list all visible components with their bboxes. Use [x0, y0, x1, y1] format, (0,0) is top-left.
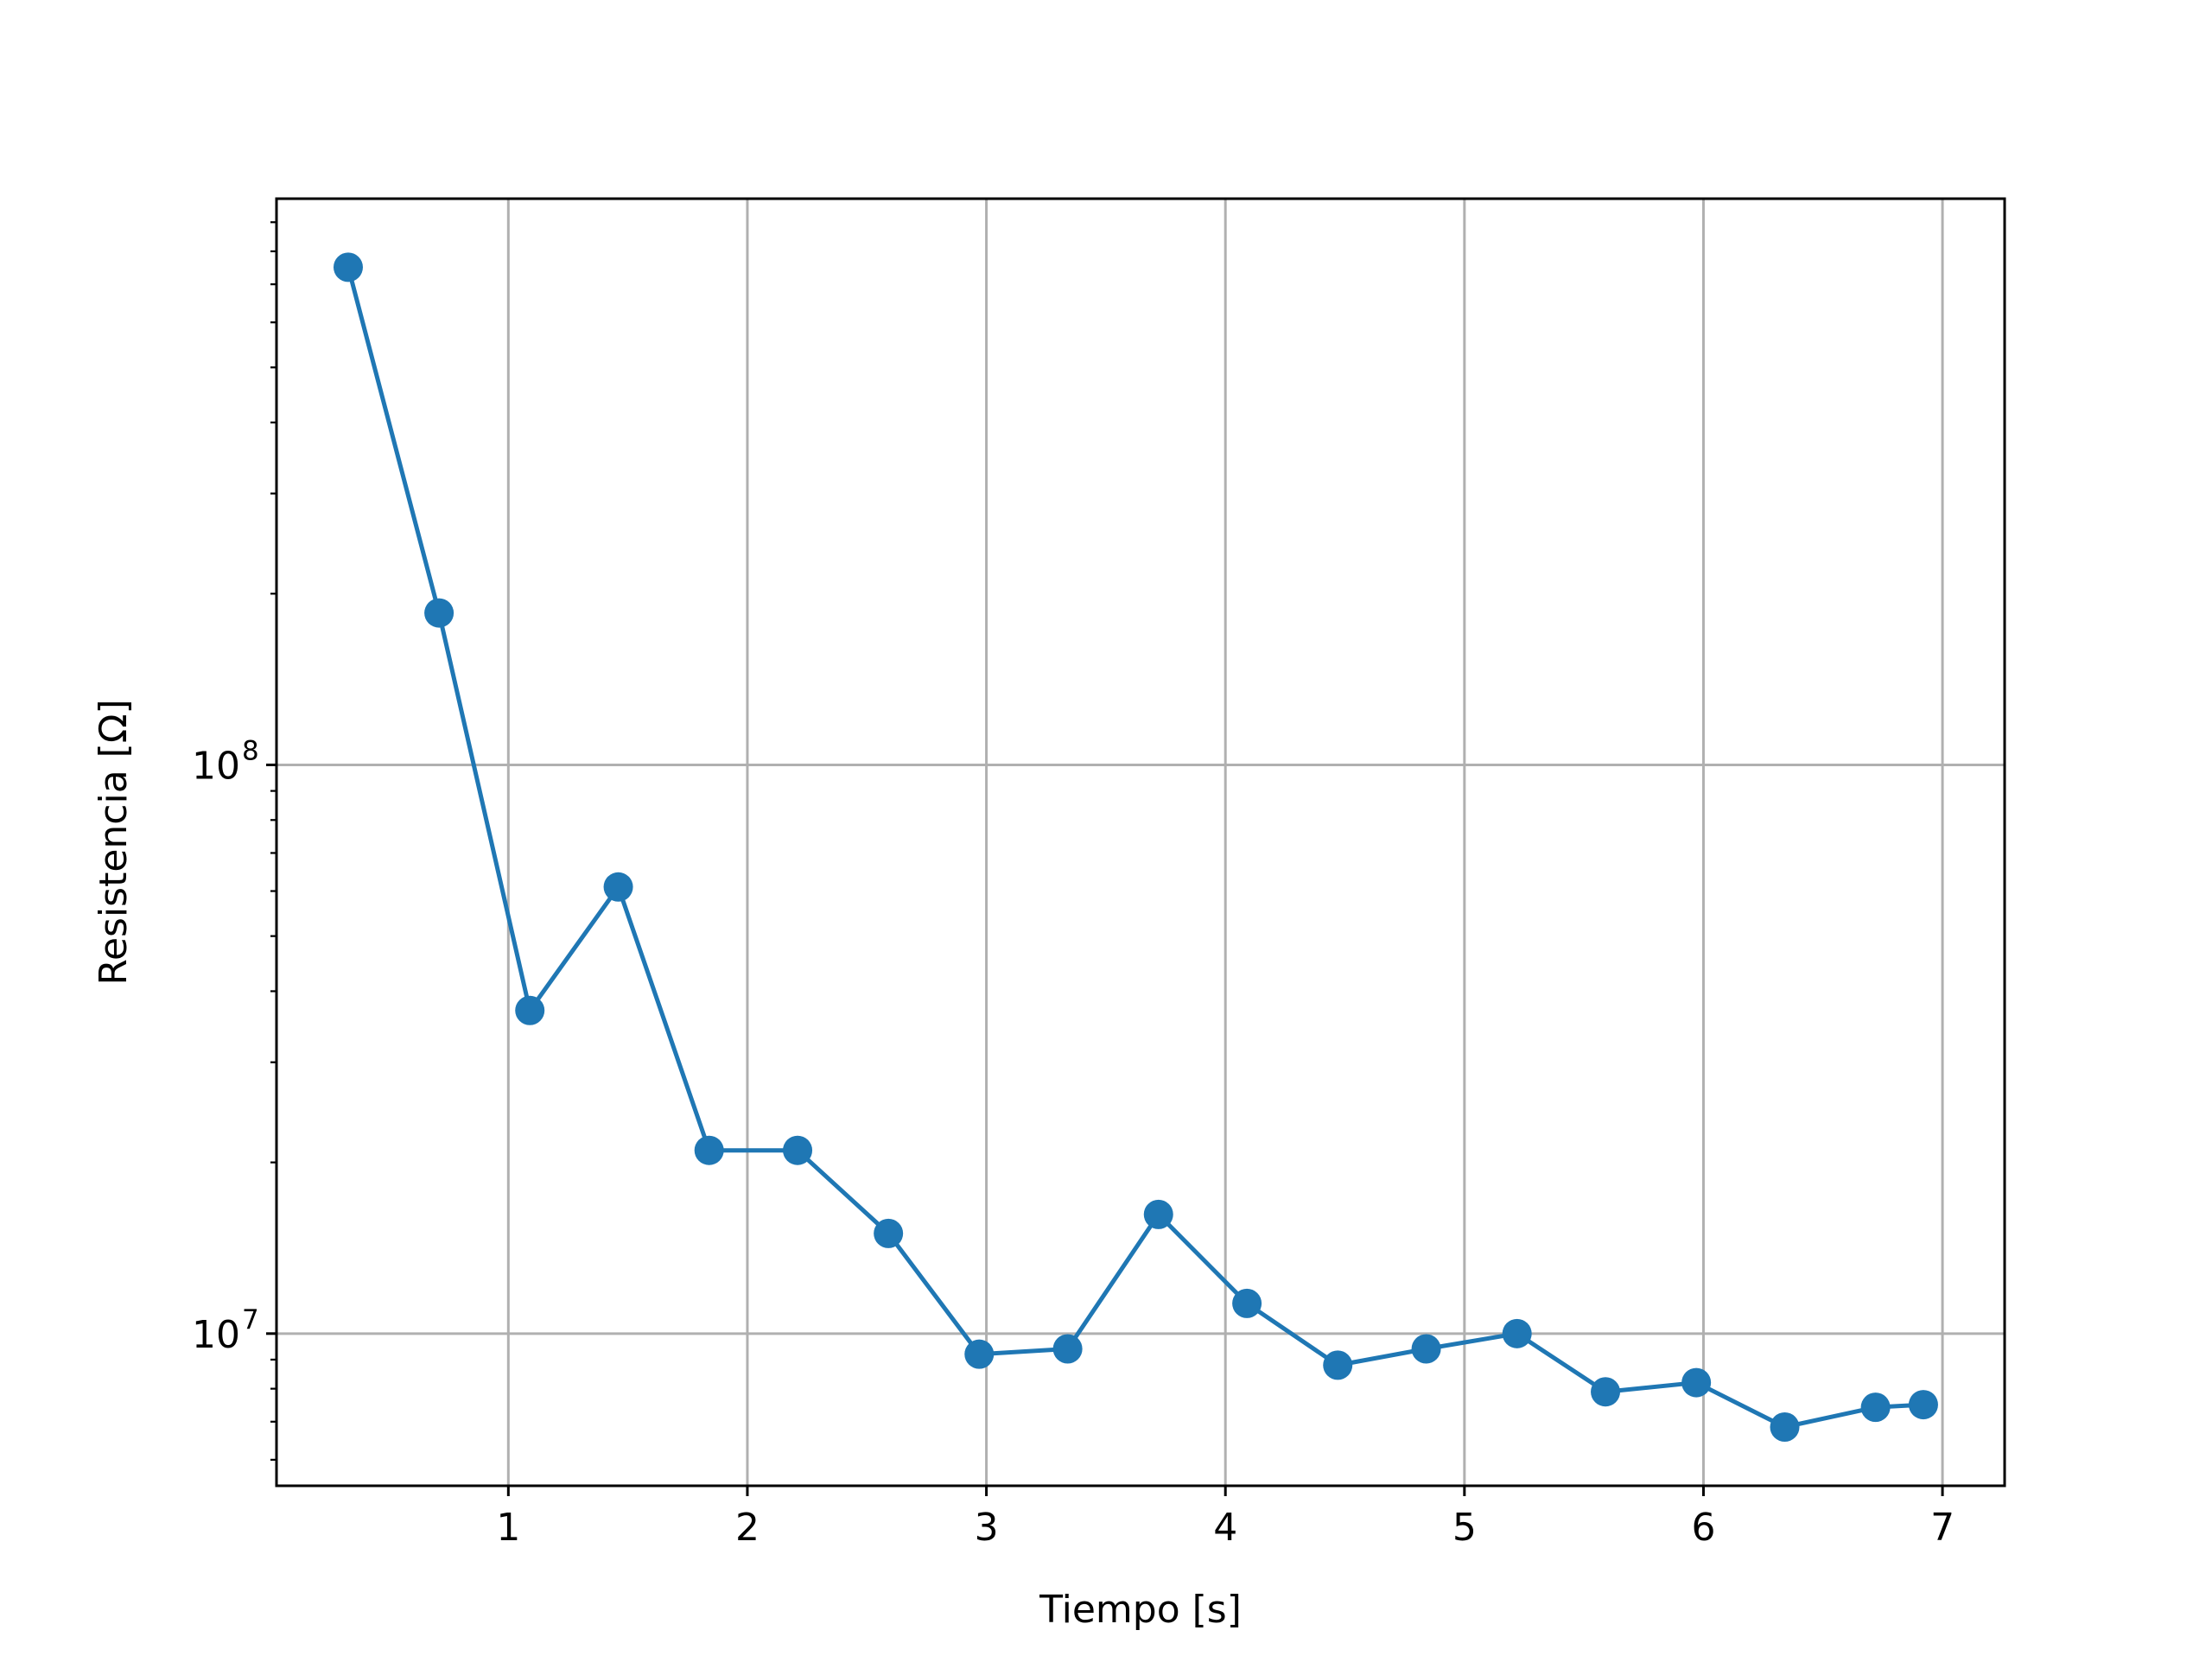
data-point	[1502, 1318, 1532, 1348]
data-point	[1770, 1411, 1800, 1442]
x-tick-label: 2	[735, 1506, 760, 1550]
data-point	[694, 1135, 724, 1165]
data-point	[874, 1218, 904, 1248]
y-tick-label-exponent: 7	[242, 1304, 259, 1335]
y-tick-label-base: 10	[192, 744, 240, 788]
data-point	[1591, 1377, 1621, 1407]
y-tick-label-base: 10	[192, 1313, 240, 1357]
data-point	[1232, 1288, 1262, 1318]
x-tick-label: 5	[1452, 1506, 1477, 1550]
x-tick-label: 6	[1691, 1506, 1715, 1550]
data-point	[1143, 1199, 1173, 1229]
y-tick-label: 10	[192, 1313, 240, 1357]
x-tick-label: 1	[496, 1506, 520, 1550]
data-point	[1411, 1334, 1441, 1364]
data-point	[783, 1135, 813, 1165]
x-tick-label: 4	[1213, 1506, 1237, 1550]
x-tick-label: 7	[1930, 1506, 1955, 1550]
y-axis-label: Resistencia [Ω]	[92, 699, 136, 985]
grid	[276, 199, 2005, 1486]
x-axis-label: Tiempo [s]	[1039, 1588, 1242, 1632]
y-tick-label-exponent: 8	[242, 735, 259, 766]
data-point	[1681, 1367, 1712, 1398]
data-point	[1052, 1334, 1083, 1364]
data-point	[424, 598, 454, 628]
data-point	[515, 995, 545, 1025]
data-point	[964, 1339, 995, 1369]
data-point	[333, 252, 363, 282]
data-point	[1860, 1392, 1891, 1423]
series-layer	[333, 252, 1938, 1442]
x-tick-label: 3	[975, 1506, 999, 1550]
data-point	[603, 872, 633, 902]
plot-frame	[275, 197, 2006, 1488]
data-point	[1908, 1390, 1938, 1420]
data-point	[1323, 1350, 1353, 1380]
y-tick-label: 10	[192, 744, 240, 788]
